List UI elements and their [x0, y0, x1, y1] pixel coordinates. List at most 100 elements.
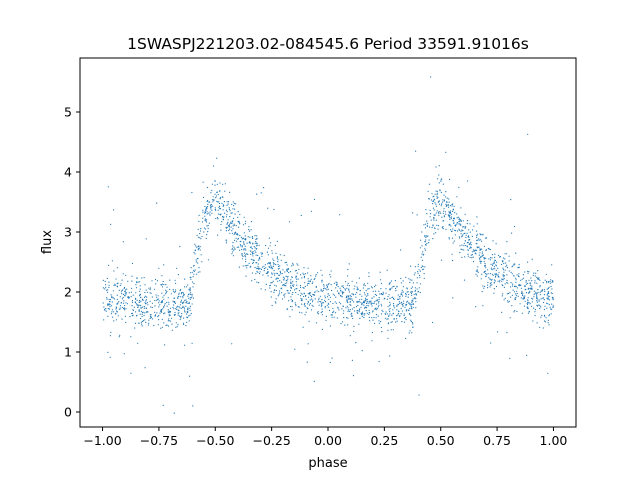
data-point: [476, 216, 478, 218]
data-point: [431, 226, 433, 229]
data-point: [197, 249, 199, 251]
data-point: [334, 312, 337, 314]
data-point: [524, 285, 526, 287]
data-point: [305, 298, 307, 300]
data-point: [236, 232, 238, 235]
data-point: [460, 248, 462, 250]
data-point: [219, 208, 222, 210]
data-point: [231, 343, 233, 345]
data-point: [433, 200, 435, 202]
data-point: [253, 252, 255, 254]
data-point: [167, 325, 170, 327]
data-point: [269, 287, 271, 289]
data-point: [434, 202, 436, 204]
data-point: [510, 271, 512, 273]
data-point: [532, 298, 534, 300]
data-point: [508, 255, 510, 257]
data-point: [523, 297, 525, 299]
data-point: [191, 293, 193, 295]
data-point: [291, 299, 294, 302]
data-point: [127, 296, 129, 298]
data-point: [339, 295, 342, 297]
data-point: [183, 317, 185, 319]
data-point: [469, 247, 471, 249]
data-point: [241, 254, 243, 257]
data-point: [536, 301, 539, 303]
data-point: [264, 289, 266, 291]
data-point: [380, 326, 382, 329]
data-point: [543, 308, 546, 311]
data-point: [141, 313, 143, 315]
data-point: [527, 297, 529, 299]
data-point: [296, 278, 298, 280]
data-point: [476, 230, 478, 232]
data-point: [267, 254, 269, 256]
data-point: [219, 208, 221, 210]
data-point: [257, 267, 259, 269]
data-point: [196, 258, 198, 260]
data-point: [451, 237, 454, 239]
data-point: [214, 209, 217, 211]
data-point: [131, 262, 134, 265]
data-point: [288, 292, 290, 294]
data-point: [397, 312, 399, 315]
data-point: [167, 311, 170, 313]
data-point: [211, 205, 214, 207]
data-point: [321, 290, 323, 292]
data-point: [369, 302, 371, 304]
data-point: [350, 304, 352, 306]
data-point: [151, 296, 153, 298]
data-point: [354, 310, 356, 312]
data-point: [186, 316, 188, 318]
data-point: [437, 201, 439, 203]
data-point: [458, 217, 460, 219]
y-tick-label: 5: [64, 105, 72, 120]
data-point: [442, 199, 444, 201]
data-point: [448, 178, 451, 180]
data-point: [183, 306, 185, 308]
data-point: [200, 238, 202, 240]
data-point: [294, 270, 296, 272]
data-point: [219, 182, 221, 184]
data-point: [451, 205, 453, 207]
data-point: [341, 308, 343, 310]
data-point: [321, 279, 323, 281]
data-point: [316, 290, 318, 292]
data-point: [129, 316, 131, 318]
plot-area: [80, 58, 576, 427]
data-point: [166, 286, 168, 288]
data-point: [183, 323, 185, 325]
data-point: [273, 269, 275, 272]
data-point: [205, 228, 207, 230]
data-point: [166, 301, 168, 304]
data-point: [472, 256, 474, 258]
data-point: [432, 224, 434, 226]
data-point: [429, 216, 431, 218]
data-point: [130, 372, 132, 374]
data-point: [550, 313, 552, 315]
data-point: [392, 286, 394, 288]
data-point: [433, 219, 435, 221]
data-point: [511, 283, 514, 285]
data-point: [228, 208, 230, 210]
data-point: [219, 205, 221, 207]
data-point: [295, 281, 297, 283]
data-point: [175, 322, 177, 324]
data-point: [346, 284, 348, 286]
data-point: [528, 311, 530, 313]
data-point: [458, 228, 460, 230]
data-point: [284, 282, 286, 284]
data-point: [180, 301, 182, 303]
data-point: [276, 240, 278, 242]
data-point: [448, 237, 450, 239]
data-point: [179, 304, 181, 306]
data-point: [544, 279, 546, 281]
data-point: [347, 275, 349, 277]
data-point: [367, 288, 369, 290]
data-point: [548, 324, 550, 326]
data-point: [120, 291, 122, 293]
data-point: [196, 234, 198, 236]
data-point: [510, 296, 512, 298]
data-point: [174, 301, 176, 303]
data-point: [257, 263, 259, 265]
